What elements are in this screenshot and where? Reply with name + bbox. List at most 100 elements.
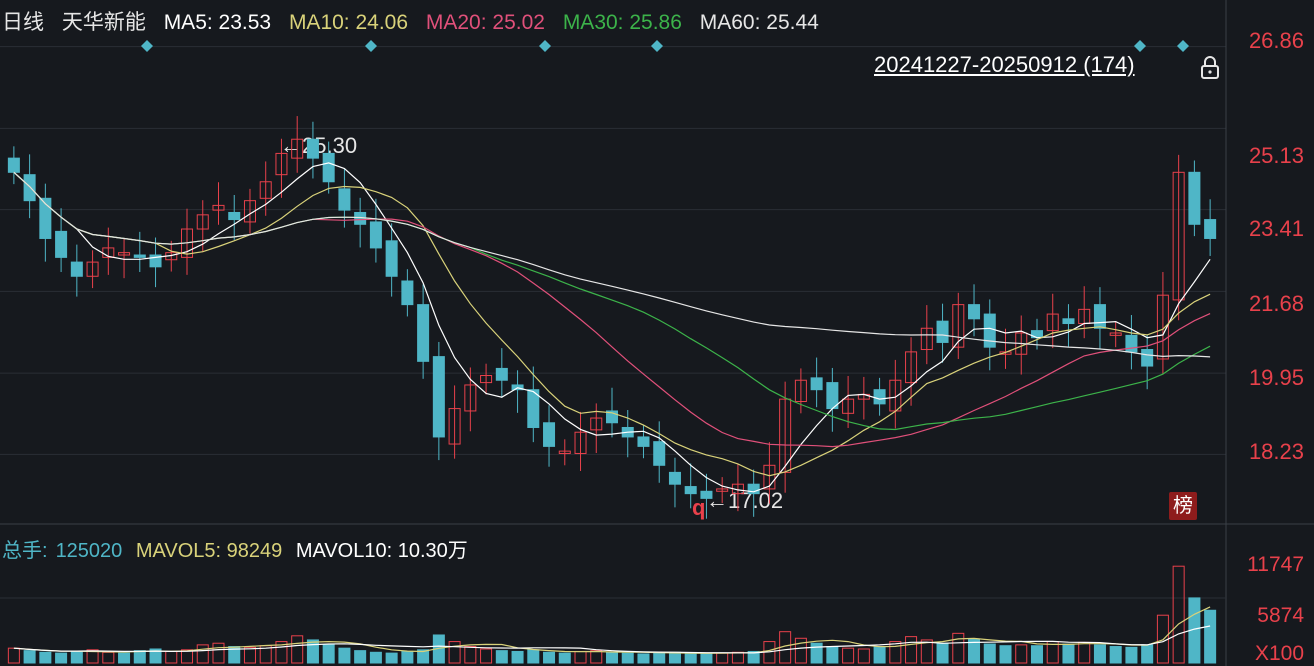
volume-bar: [369, 651, 382, 664]
candle-body: [810, 377, 823, 391]
candle-body: [684, 486, 697, 495]
candle-body: [952, 304, 965, 348]
y-label-1: 26.86: [1248, 28, 1304, 53]
candle-body: [212, 204, 225, 211]
volume-bar: [1204, 609, 1217, 664]
volume-bar: [275, 641, 288, 664]
ma10-line: [13, 171, 1211, 477]
event-marker-icon: [1134, 40, 1146, 52]
candle-body: [936, 320, 949, 343]
volume-bar: [653, 652, 666, 664]
volume-bar: [1015, 644, 1028, 664]
candle-body: [574, 431, 587, 454]
volume-bar: [605, 651, 619, 664]
candle-body: [668, 471, 681, 485]
ma60-line: [13, 171, 1211, 358]
candle-body: [653, 441, 666, 466]
candle-body: [905, 351, 918, 384]
volume-bar: [968, 638, 981, 664]
volume-bar: [322, 644, 335, 664]
candle-body: [133, 254, 146, 258]
volume-bar: [684, 652, 697, 664]
ranking-badge[interactable]: 榜: [1169, 492, 1197, 520]
stock-name: 天华新能: [61, 11, 146, 34]
event-marker-icon: [1177, 40, 1189, 52]
volume-bar: [826, 646, 839, 664]
mavol5-line: [13, 606, 1211, 654]
volume-bar: [668, 651, 681, 664]
volume-bar: [1141, 644, 1154, 664]
candle-body: [1156, 294, 1169, 360]
candle-body: [1093, 304, 1106, 329]
volume-bar: [228, 646, 241, 664]
candle-body: [1125, 334, 1138, 353]
candle-body: [432, 356, 445, 438]
candle-body: [716, 488, 729, 492]
volume-bar: [747, 650, 760, 664]
volume-bar: [873, 646, 886, 664]
volume-bar: [212, 642, 225, 664]
candle-body: [55, 230, 68, 258]
candle-body: [338, 188, 351, 211]
candle-body: [873, 389, 886, 405]
y-label-2: 25.13: [1248, 143, 1304, 168]
date-range-label[interactable]: 20241227-20250912 (174): [874, 52, 1135, 77]
volume-bar: [952, 632, 965, 664]
volume-bar: [181, 649, 194, 664]
volume-bar: [920, 639, 933, 664]
lock-icon[interactable]: [1199, 56, 1221, 80]
volume-bar: [480, 648, 493, 664]
mavol5-label: MAVOL5: 98249: [135, 540, 283, 562]
candle-body: [417, 304, 430, 362]
candle-body: [1109, 332, 1122, 336]
volume-bar: [243, 646, 256, 664]
volume-bar: [23, 650, 36, 664]
candle-body: [7, 157, 20, 173]
ma-legend: 日线 天华新能 MA5: 23.53 MA10: 24.06 MA20: 25.…: [2, 6, 831, 36]
candle-body: [747, 483, 760, 495]
volume-bar: [1062, 643, 1075, 664]
candle-body: [590, 417, 603, 431]
ma10-label: MA10: 24.06: [288, 11, 409, 34]
volume-bar: [511, 650, 524, 664]
candle-body: [1046, 313, 1059, 332]
volume-legend: 总手: 125020 MAVOL5: 98249 MAVOL10: 10.30万: [2, 534, 476, 563]
volume-bar: [1093, 644, 1106, 664]
candle-body: [1204, 219, 1217, 239]
volume-bar: [464, 646, 477, 664]
volume-bar: [102, 651, 115, 664]
ma30-label: MA30: 25.86: [562, 11, 682, 34]
volume-bar: [1030, 645, 1043, 664]
candle-body: [920, 327, 933, 351]
candle-body: [527, 389, 540, 428]
volume-bar: [70, 650, 83, 664]
volume-bar: [417, 649, 430, 664]
volume-bar: [165, 650, 178, 664]
candle-body: [306, 138, 319, 159]
q-marker[interactable]: q: [692, 495, 706, 520]
volume-bar: [495, 650, 508, 664]
event-marker-icon: [651, 40, 663, 52]
volume-bar: [637, 653, 650, 664]
period-label[interactable]: 日线: [2, 11, 44, 34]
volume-bar: [55, 652, 68, 664]
candle-body: [275, 152, 288, 176]
volume-bar: [338, 647, 351, 664]
candle-body: [243, 200, 256, 223]
mavol10-label: MAVOL10: 10.30万: [295, 540, 468, 562]
volume-bar: [1125, 646, 1138, 664]
candle-body: [983, 313, 996, 348]
candle-body: [385, 240, 398, 277]
candle-body: [794, 379, 807, 402]
volume-total-value: 125020: [55, 540, 123, 562]
vol-y-label-1: 11747: [1247, 553, 1304, 576]
candle-body: [1172, 171, 1185, 301]
candle-body: [1141, 349, 1154, 367]
volume-bar: [999, 645, 1012, 664]
volume-bar: [810, 642, 823, 664]
volume-bar: [133, 650, 146, 664]
volume-bar: [86, 649, 99, 664]
ma5-label: MA5: 23.53: [163, 11, 272, 34]
mavol10-line: [13, 625, 1211, 654]
